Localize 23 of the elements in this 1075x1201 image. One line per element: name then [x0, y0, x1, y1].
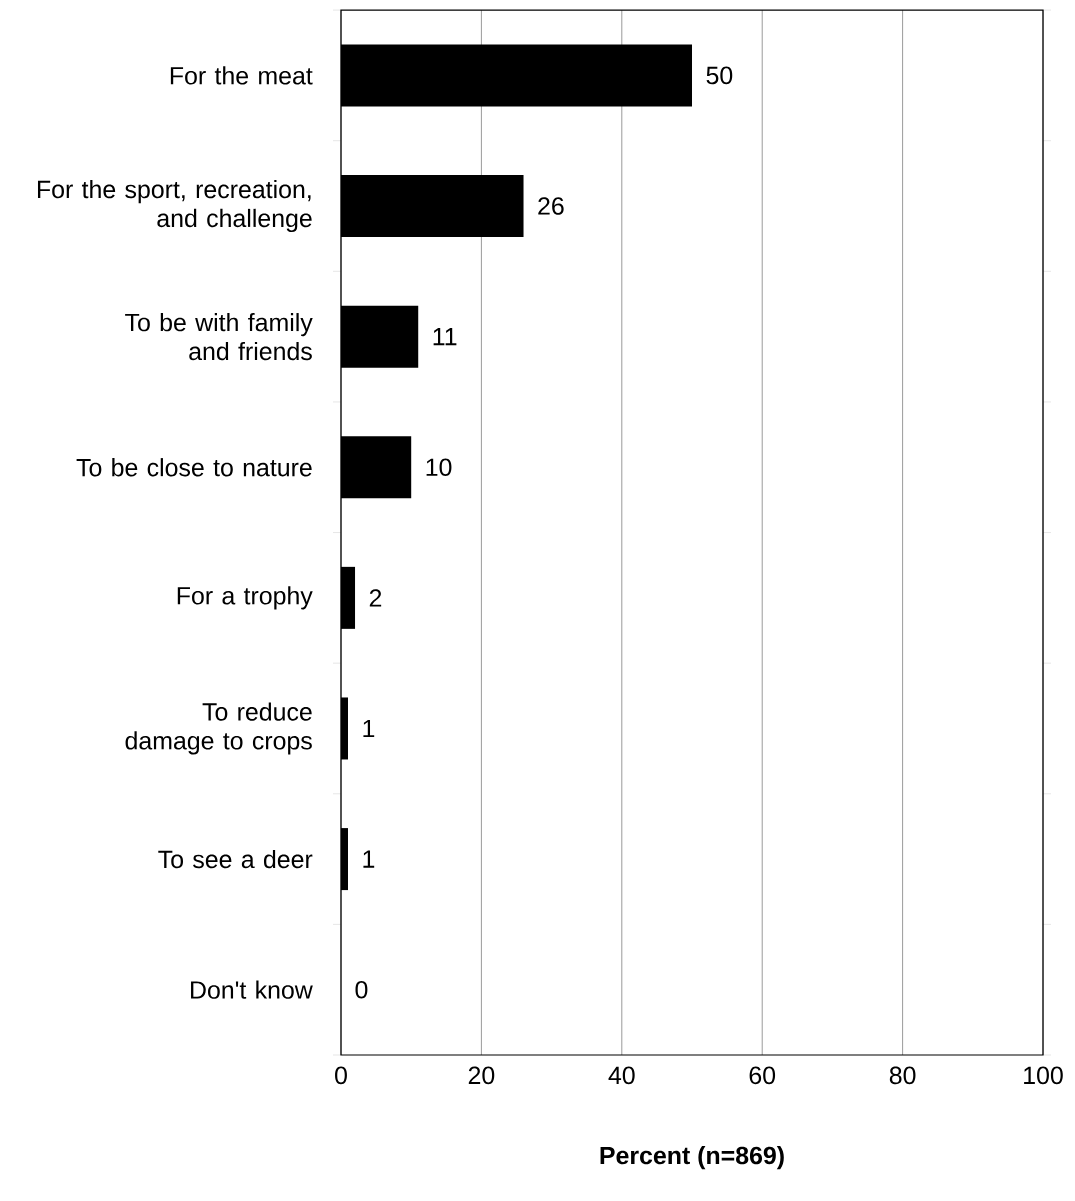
y-tick-label: Don't know: [191, 980, 313, 999]
y-tick-label: For the sport, recreation, and challenge: [37, 179, 312, 233]
x-tick-label: 100: [1024, 1066, 1063, 1085]
data-label: 11: [433, 328, 457, 346]
data-label: 1: [363, 719, 375, 738]
data-label: 50: [706, 66, 733, 85]
x-tick-label: 20: [468, 1066, 495, 1085]
data-label: 2: [369, 589, 382, 607]
y-tick-label: To be with family and friends: [125, 313, 313, 361]
x-tick-label: 60: [749, 1066, 776, 1085]
x-tick-label: 80: [889, 1066, 916, 1085]
y-tick-label: For a trophy: [177, 586, 313, 610]
x-tick-label: 0: [335, 1066, 347, 1085]
data-label: 10: [426, 458, 452, 477]
y-tick-label: For the meat: [170, 66, 313, 85]
x-axis-title: Percent (n=869): [600, 1146, 784, 1170]
y-tick-label: To see a deer: [158, 849, 313, 869]
data-label: 1: [363, 850, 375, 868]
data-label: 0: [355, 980, 368, 999]
y-tick-label: To be close to nature: [76, 458, 312, 477]
y-tick-label: To reduce damage to crops: [125, 702, 312, 755]
x-tick-label: 40: [608, 1066, 635, 1085]
data-label: 26: [538, 197, 564, 215]
